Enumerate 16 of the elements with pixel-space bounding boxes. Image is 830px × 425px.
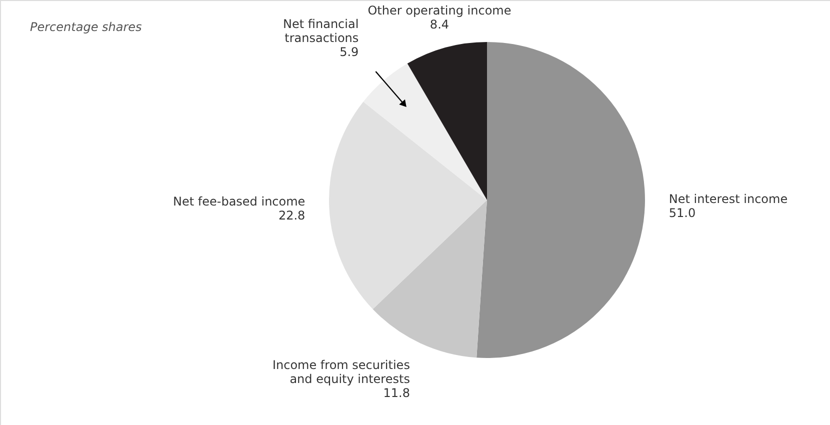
slice-label: Net interest income xyxy=(668,192,788,206)
slice-label: Income from securities and equity interests xyxy=(272,358,410,386)
slice-label: Net financial transactions xyxy=(283,16,359,45)
pie-slice xyxy=(476,42,645,358)
text: Percentage shares xyxy=(30,20,142,34)
pie-slice xyxy=(372,200,487,358)
data-label: 11.8 xyxy=(383,386,410,400)
pie-slice xyxy=(407,42,487,200)
slice-label: Other operating income xyxy=(368,3,512,18)
pie-slice xyxy=(363,64,487,200)
data-label: 5.9 xyxy=(340,44,359,59)
data-label: 8.4 xyxy=(430,17,450,32)
pie-slice xyxy=(329,102,487,310)
data-label: 51.0 xyxy=(668,206,696,220)
data-label: 22.8 xyxy=(278,208,306,222)
slice-label: Net fee-based income xyxy=(173,194,306,208)
